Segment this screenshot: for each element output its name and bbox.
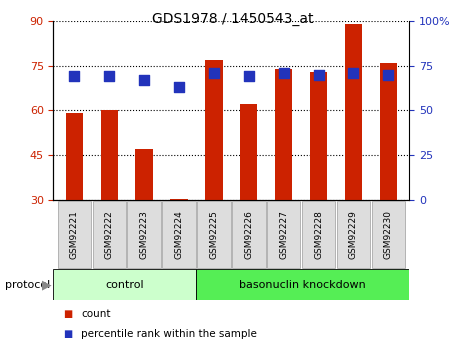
Text: GSM92224: GSM92224 — [174, 210, 184, 259]
Bar — [205, 60, 223, 200]
Point — [385, 72, 392, 77]
Bar — [53, 269, 196, 300]
Bar — [310, 71, 327, 200]
Bar — [345, 24, 362, 200]
Bar — [127, 201, 161, 268]
Bar — [240, 105, 258, 200]
Point — [175, 84, 183, 90]
Bar — [267, 201, 300, 268]
Point — [280, 70, 287, 76]
Point — [71, 73, 78, 79]
Text: GSM92225: GSM92225 — [209, 210, 219, 259]
Point — [315, 72, 322, 77]
Point — [350, 70, 357, 76]
Bar — [275, 69, 292, 200]
Point — [106, 73, 113, 79]
Bar — [162, 201, 196, 268]
Text: percentile rank within the sample: percentile rank within the sample — [81, 329, 257, 339]
Text: ▶: ▶ — [41, 278, 51, 291]
Bar — [58, 201, 91, 268]
Text: GSM92221: GSM92221 — [70, 210, 79, 259]
Point — [140, 77, 148, 83]
Bar — [100, 110, 118, 200]
Bar — [372, 201, 405, 268]
Bar — [302, 201, 335, 268]
Bar — [66, 114, 83, 200]
Bar — [135, 149, 153, 200]
Bar — [232, 201, 266, 268]
Text: GDS1978 / 1450543_at: GDS1978 / 1450543_at — [152, 12, 313, 26]
Point — [210, 70, 218, 76]
Text: GSM92227: GSM92227 — [279, 210, 288, 259]
Bar — [196, 269, 409, 300]
Bar — [93, 201, 126, 268]
Text: GSM92229: GSM92229 — [349, 210, 358, 259]
Bar — [170, 199, 188, 200]
Text: ■: ■ — [63, 309, 72, 318]
Text: GSM92226: GSM92226 — [244, 210, 253, 259]
Bar — [379, 62, 397, 200]
Text: count: count — [81, 309, 111, 318]
Text: ■: ■ — [63, 329, 72, 339]
Text: protocol: protocol — [5, 280, 50, 289]
Point — [245, 73, 252, 79]
Text: basonuclin knockdown: basonuclin knockdown — [239, 280, 366, 289]
Text: GSM92223: GSM92223 — [140, 210, 149, 259]
Text: GSM92228: GSM92228 — [314, 210, 323, 259]
Bar — [197, 201, 231, 268]
Text: GSM92222: GSM92222 — [105, 210, 114, 259]
Text: GSM92230: GSM92230 — [384, 210, 393, 259]
Text: control: control — [105, 280, 144, 289]
Bar — [337, 201, 370, 268]
